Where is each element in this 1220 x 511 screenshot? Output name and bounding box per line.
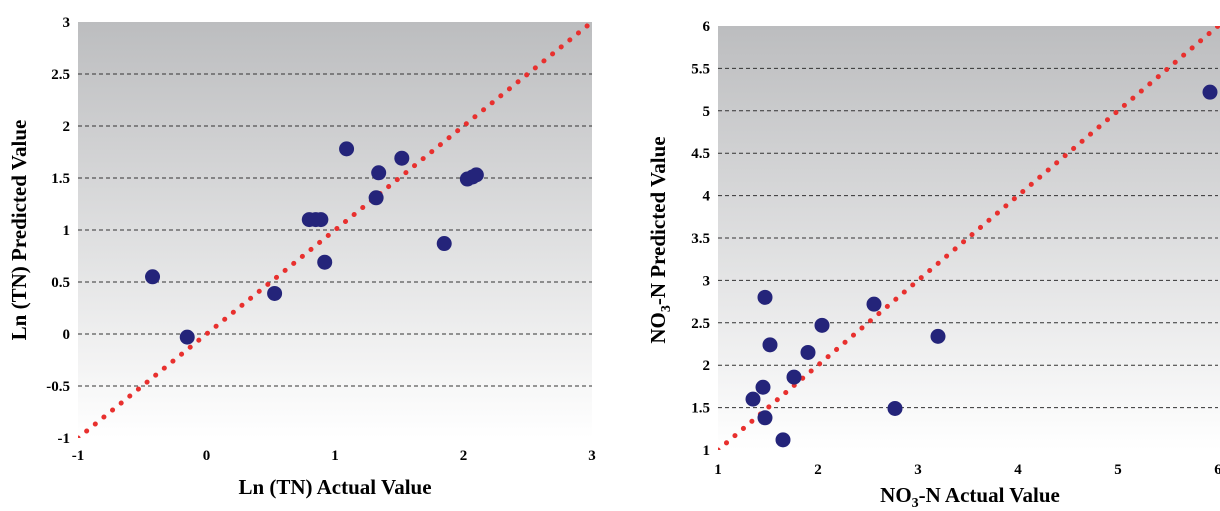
one-to-one-line xyxy=(718,26,1220,450)
data-point xyxy=(786,369,802,385)
y-tick-label: -0.5 xyxy=(46,379,70,395)
data-point xyxy=(368,190,384,206)
data-point xyxy=(930,328,946,344)
y-tick-label: 1 xyxy=(703,443,711,459)
y-tick-label: 2 xyxy=(63,119,71,135)
data-point xyxy=(762,337,778,353)
data-point xyxy=(179,329,195,345)
x-tick-label: 6 xyxy=(1214,462,1220,478)
y-tick-label: 2.5 xyxy=(51,67,70,83)
y-axis-label: NO3-N Predicted Value xyxy=(646,136,674,343)
y-tick-label: 0 xyxy=(63,327,71,343)
y-tick-label: 5 xyxy=(703,104,711,120)
x-tick-label: 2 xyxy=(460,448,468,464)
x-tick-label: 3 xyxy=(914,462,922,478)
x-tick-label: 1 xyxy=(331,448,339,464)
data-point xyxy=(814,317,830,333)
x-tick-label: 0 xyxy=(203,448,211,464)
grid-lines xyxy=(78,73,592,387)
data-points xyxy=(745,84,1218,448)
y-tick-label: -1 xyxy=(58,431,71,447)
y-tick-label: 3 xyxy=(63,15,71,31)
x-tick-label: -1 xyxy=(72,448,85,464)
y-tick-label: 6 xyxy=(703,19,711,35)
x-tick-label: 1 xyxy=(714,462,722,478)
chart-no3-n: 1 1.5 2 2.5 3 3.5 4 4.5 5 5.5 6 1 2 3 4 5 6 NO3-N Actual… xyxy=(646,19,1220,511)
data-point xyxy=(313,212,329,228)
data-point xyxy=(755,379,771,395)
data-point xyxy=(317,254,333,270)
x-axis-label: NO3-N Actual Value xyxy=(880,483,1060,511)
data-point xyxy=(757,410,773,426)
data-point xyxy=(468,167,484,183)
data-point xyxy=(339,141,355,157)
data-point xyxy=(775,432,791,448)
data-point xyxy=(800,344,816,360)
y-tick-label: 2 xyxy=(703,358,711,374)
x-tick-label: 5 xyxy=(1114,462,1122,478)
y-tick-label: 5.5 xyxy=(691,61,710,77)
y-tick-label: 2.5 xyxy=(691,316,710,332)
data-point xyxy=(371,165,387,181)
data-point xyxy=(887,400,903,416)
y-tick-label: 1 xyxy=(63,223,71,239)
y-tick-label: 4 xyxy=(703,189,711,205)
chart-ln-tn: -1 -0.5 0 0.5 1 1.5 2 2.5 3 -1 0 1 2 3 Ln (TN) Actual… xyxy=(7,15,596,499)
x-tick-label: 4 xyxy=(1014,462,1022,478)
x-tick-label: 3 xyxy=(588,448,596,464)
data-point xyxy=(394,150,410,166)
data-point xyxy=(145,269,161,285)
one-to-one-line xyxy=(78,22,592,438)
reference-line xyxy=(718,26,1220,450)
y-tick-label: 1.5 xyxy=(691,401,710,417)
y-tick-label: 3 xyxy=(703,273,711,289)
grid-lines xyxy=(718,67,1218,409)
data-point xyxy=(866,296,882,312)
y-tick-label: 4.5 xyxy=(691,146,710,162)
data-point xyxy=(267,285,283,301)
data-point xyxy=(745,391,761,407)
x-axis-label: Ln (TN) Actual Value xyxy=(238,475,431,499)
x-tick-label: 2 xyxy=(814,462,822,478)
tick-labels: 1 1.5 2 2.5 3 3.5 4 4.5 5 5.5 6 1 2 3 4 5 6 xyxy=(691,19,1220,478)
y-axis-label: Ln (TN) Predicted Value xyxy=(7,120,31,341)
y-tick-label: 3.5 xyxy=(691,231,710,247)
data-point xyxy=(436,236,452,252)
y-tick-label: 1.5 xyxy=(51,171,70,187)
data-points xyxy=(145,141,484,345)
reference-line xyxy=(78,22,592,438)
y-tick-label: 0.5 xyxy=(51,275,70,291)
data-point xyxy=(1202,84,1218,100)
data-point xyxy=(757,289,773,305)
tick-labels: -1 -0.5 0 0.5 1 1.5 2 2.5 3 -1 0 1 2 3 xyxy=(46,15,596,464)
